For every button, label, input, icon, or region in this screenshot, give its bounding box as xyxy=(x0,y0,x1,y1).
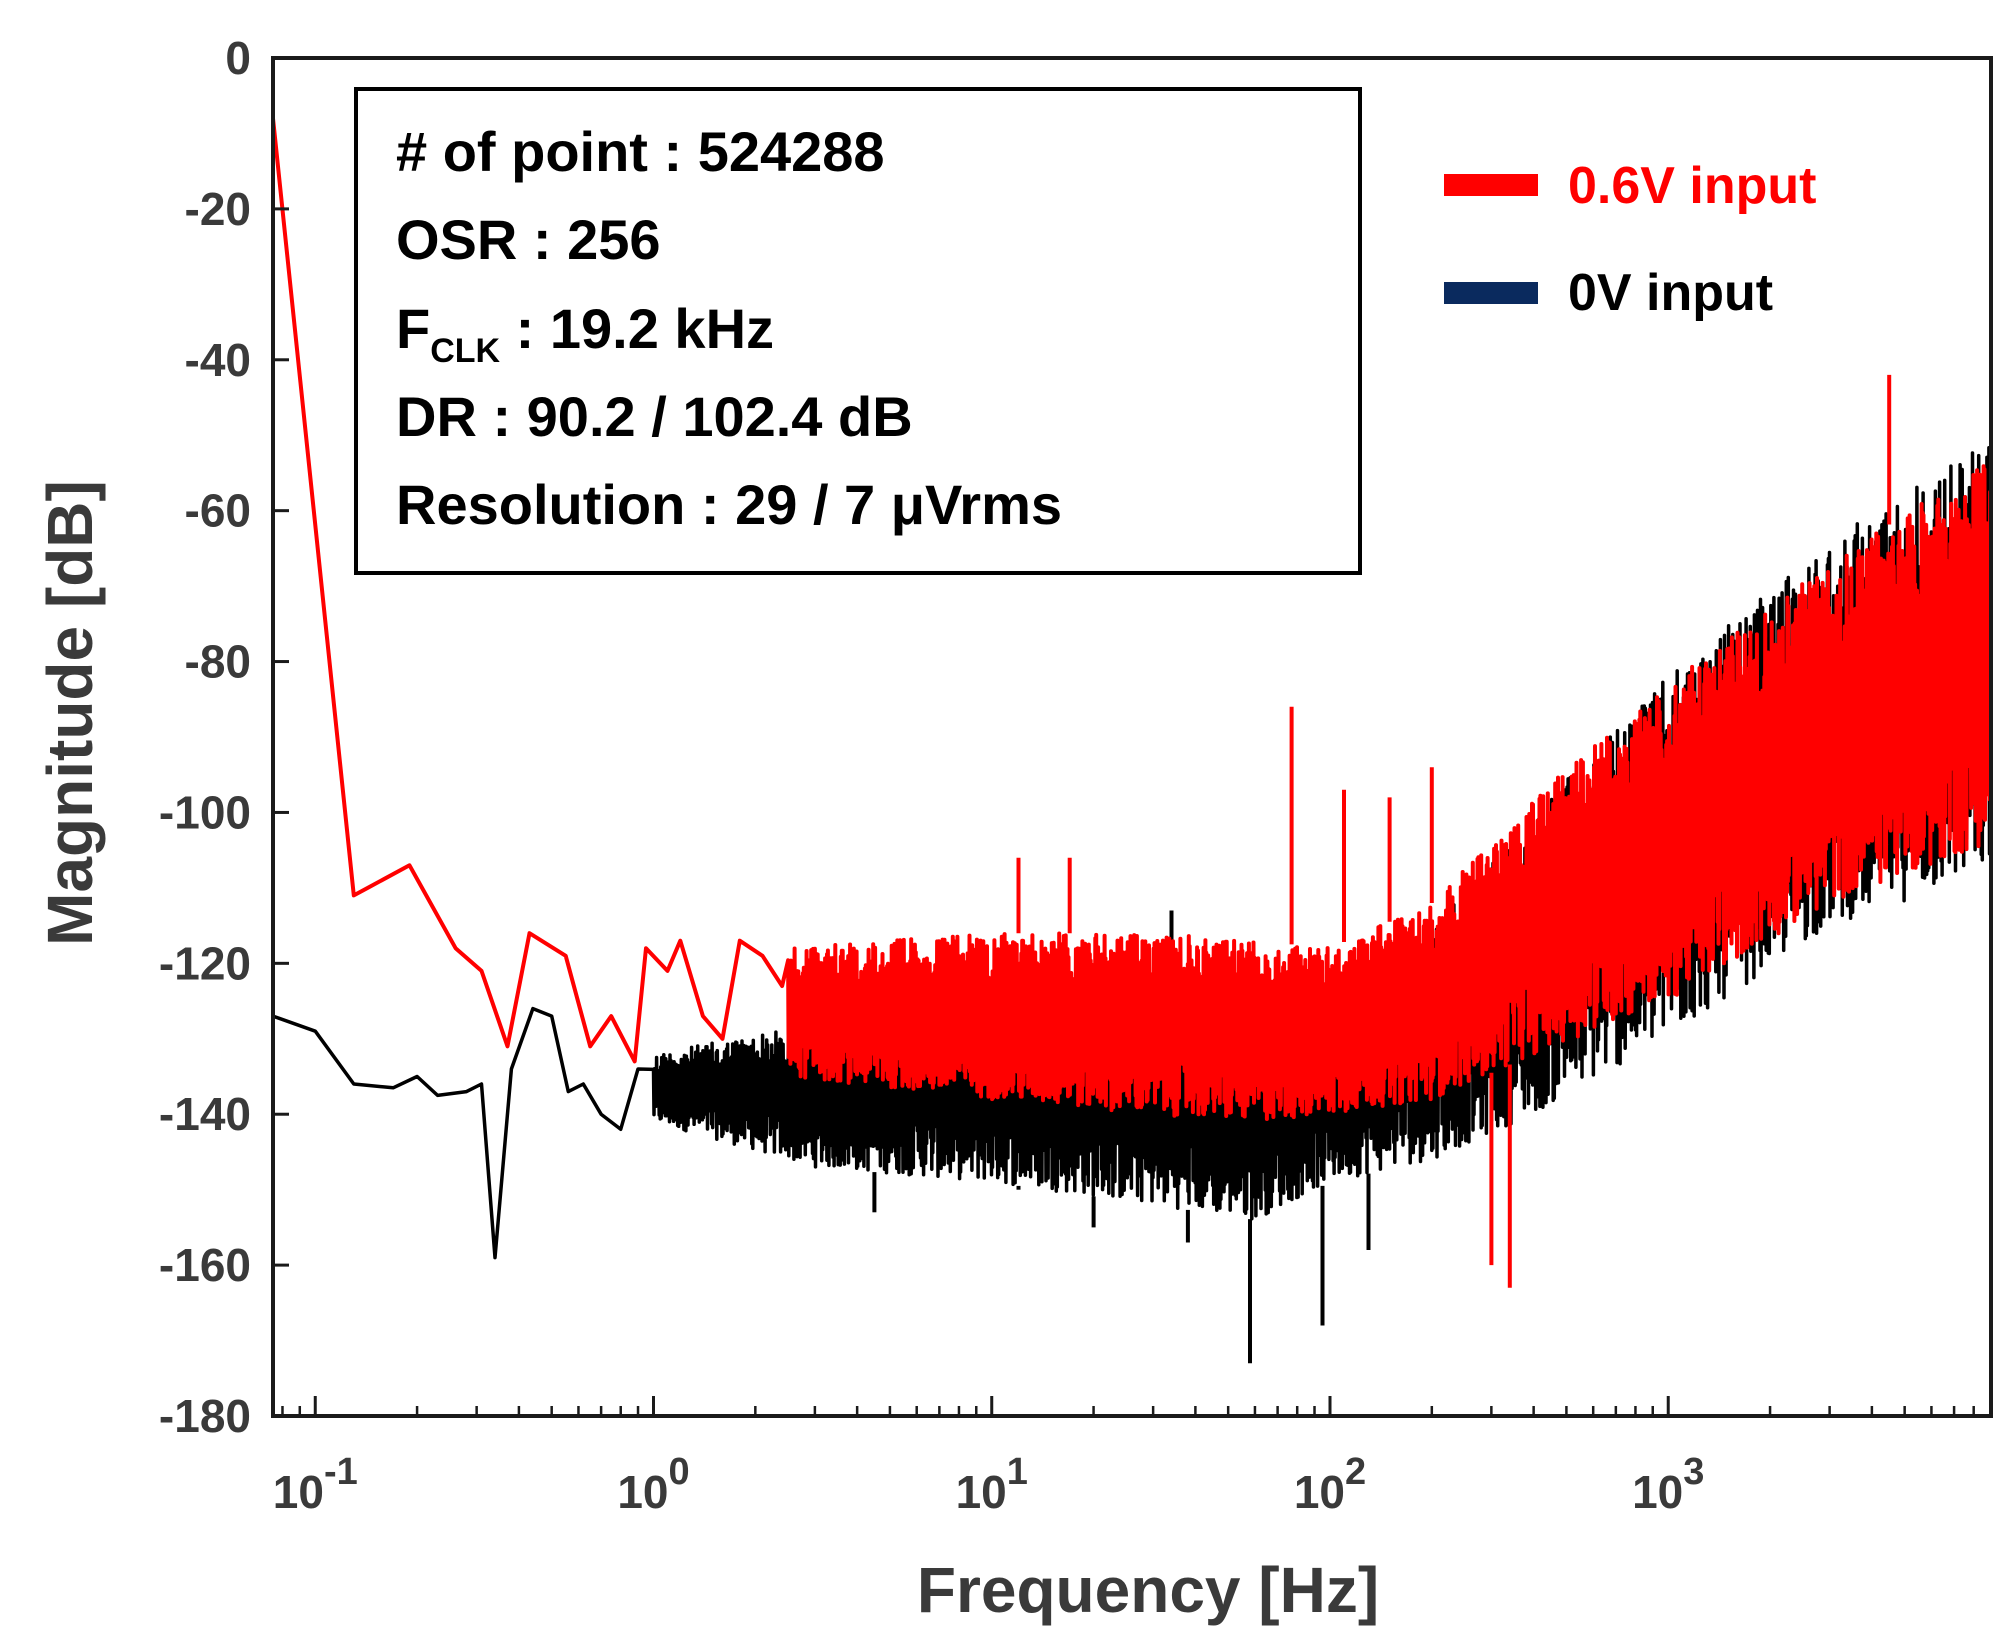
info-fclk-subscript: CLK xyxy=(430,332,500,370)
info-box-frame xyxy=(354,87,1362,575)
y-tick-label-4: -80 xyxy=(185,636,251,688)
info-line-osr: OSR : 256 xyxy=(396,208,661,271)
series-0.6v xyxy=(273,118,1991,1288)
x-tick-label-4: 103 xyxy=(1632,1451,1704,1518)
info-fclk-value: : 19.2 kHz xyxy=(500,297,774,360)
plot-frame xyxy=(271,56,1993,1418)
info-line-dr: DR : 90.2 / 102.4 dB xyxy=(396,385,913,448)
info-line-fclk: FCLK : 19.2 kHz xyxy=(396,297,774,370)
info-line-resolution: Resolution : 29 / 7 μVrms xyxy=(396,473,1062,536)
y-tick-label-7: -140 xyxy=(159,1088,251,1140)
series-line-0.6v xyxy=(273,118,1991,1121)
info-fclk-prefix: F xyxy=(396,297,430,360)
x-tick-label-3: 102 xyxy=(1294,1451,1366,1518)
x-tick-label-1: 100 xyxy=(617,1451,689,1518)
y-tick-label-3: -60 xyxy=(185,485,251,537)
y-tick-label-5: -100 xyxy=(159,786,251,838)
y-tick-label-2: -40 xyxy=(185,334,251,386)
y-tick-label-8: -160 xyxy=(159,1239,251,1291)
axis-tick-labels: 0 -20 -40 -60 -80 -100 -120 -140 -160 -180 10-1 100… xyxy=(159,32,1704,1518)
info-line-points: # of point : 524288 xyxy=(396,120,885,183)
y-axis-title: Magnitude [dB] xyxy=(34,480,106,946)
info-box: # of point : 524288 OSR : 256 FCLK : 19.… xyxy=(354,87,1362,575)
series-layer xyxy=(273,118,1991,1364)
legend-label-0.6v: 0.6V input xyxy=(1568,157,1816,215)
x-axis-title: Frequency [Hz] xyxy=(917,1554,1379,1626)
x-tick-label-0: 10-1 xyxy=(273,1451,358,1518)
y-tick-label-9: -180 xyxy=(159,1390,251,1442)
axis-ticks xyxy=(273,56,1993,1418)
y-tick-label-1: -20 xyxy=(185,183,251,235)
legend-swatch-0v xyxy=(1444,282,1538,304)
legend-label-0v: 0V input xyxy=(1568,264,1773,322)
x-tick-label-2: 101 xyxy=(956,1451,1028,1518)
y-tick-label-6: -120 xyxy=(159,937,251,989)
legend: 0.6V input 0V input xyxy=(1444,157,1816,322)
y-tick-label-0: 0 xyxy=(225,32,251,84)
legend-swatch-0.6v xyxy=(1444,174,1538,196)
